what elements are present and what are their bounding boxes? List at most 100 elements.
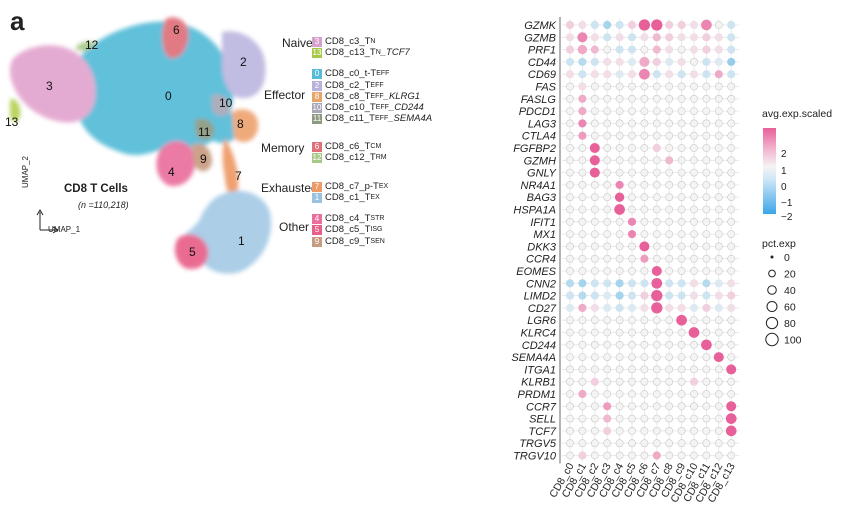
dot <box>689 377 699 386</box>
gene-label: GZMK <box>524 20 556 32</box>
dot <box>615 33 624 42</box>
dot <box>652 402 661 411</box>
dot <box>727 217 736 226</box>
dot <box>714 156 723 165</box>
dot <box>665 144 674 152</box>
color-legend-tick: 1 <box>781 166 787 177</box>
dot <box>590 353 599 361</box>
dot <box>702 156 711 165</box>
dot <box>565 33 575 42</box>
size-legend-dot <box>766 300 778 313</box>
dot <box>714 193 723 202</box>
dot <box>615 439 624 448</box>
legend-swatch: 3 <box>312 36 322 47</box>
dot <box>615 353 624 361</box>
dot <box>615 57 624 66</box>
dot <box>638 19 651 31</box>
dot <box>640 205 649 214</box>
dot <box>603 365 612 374</box>
dot <box>566 340 574 349</box>
dot <box>578 131 587 140</box>
dot <box>628 144 636 152</box>
dot <box>725 413 737 424</box>
dot <box>689 70 699 79</box>
dot <box>652 217 661 226</box>
dot <box>565 20 575 30</box>
dot <box>702 414 711 423</box>
dot <box>614 204 625 215</box>
legend-label-sub: ISG <box>370 226 383 233</box>
dot <box>652 107 661 115</box>
dot <box>677 414 686 423</box>
legend-item: 12 CD8_c12_T RM <box>312 152 387 163</box>
dot <box>665 131 674 140</box>
dot <box>590 390 599 398</box>
dot <box>702 254 711 263</box>
dot <box>640 82 649 91</box>
dot <box>727 45 736 54</box>
dot <box>665 316 674 325</box>
dot <box>640 45 649 54</box>
dot-plot-dots <box>565 19 737 460</box>
dot <box>640 33 649 42</box>
dot <box>590 279 599 288</box>
dot <box>652 377 661 386</box>
gene-label: CD244 <box>522 340 556 352</box>
umap-cluster-10 <box>212 94 231 116</box>
dot <box>566 267 574 275</box>
dot <box>615 328 624 337</box>
dot <box>578 156 587 165</box>
dot <box>566 390 574 398</box>
dot <box>702 377 711 386</box>
dot <box>677 70 686 79</box>
dot <box>603 168 612 177</box>
dot <box>677 57 686 66</box>
gene-label: SELL <box>529 414 556 426</box>
dot <box>727 94 736 103</box>
dot <box>690 58 698 66</box>
legend-label-gene: _KLRG1 <box>383 91 421 102</box>
umap-axis-x-label: UMAP_1 <box>48 225 81 234</box>
dot <box>652 168 661 177</box>
dot <box>590 451 599 460</box>
gene-label: KLRB1 <box>521 377 556 389</box>
dot <box>677 426 686 435</box>
dot <box>689 279 699 288</box>
legend-label: CD8_c7_p-T <box>325 181 379 192</box>
dot <box>615 94 624 103</box>
dot <box>603 156 612 165</box>
dot <box>690 131 698 140</box>
legend-label-gene: _TCF7 <box>380 47 410 58</box>
dot <box>578 439 587 448</box>
dot <box>590 57 599 66</box>
dot <box>727 57 736 66</box>
dot <box>727 316 736 325</box>
dot <box>590 45 599 54</box>
dot <box>677 451 686 460</box>
dot <box>578 20 587 30</box>
dot <box>628 168 636 177</box>
dot <box>565 291 575 300</box>
dot <box>690 168 698 177</box>
dot <box>702 303 711 312</box>
dot <box>677 82 686 91</box>
dot <box>590 217 599 226</box>
dot <box>640 365 649 374</box>
dot <box>640 402 649 411</box>
dot <box>627 217 637 226</box>
dot <box>652 156 661 165</box>
dot <box>615 426 624 435</box>
legend-label: CD8_c8_T <box>325 91 371 102</box>
size-legend-tick: 80 <box>784 318 796 330</box>
dot <box>665 377 674 386</box>
dot <box>665 426 674 435</box>
dot <box>714 205 723 214</box>
dot <box>652 365 661 374</box>
gene-label: FASLG <box>521 94 557 106</box>
dot <box>665 365 674 374</box>
umap-cluster-8 <box>232 109 259 143</box>
dot <box>702 33 711 42</box>
dot <box>652 316 661 325</box>
dot <box>615 131 624 140</box>
legend-item: 2 CD8_c2_T EFF <box>312 80 384 91</box>
